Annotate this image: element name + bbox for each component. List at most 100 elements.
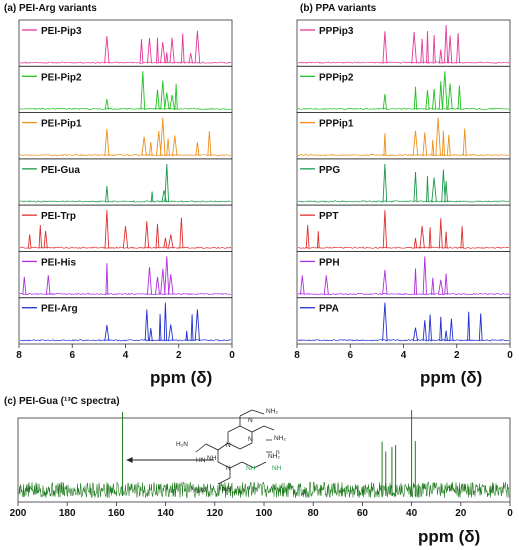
structure-bond-13	[263, 425, 275, 431]
panel-a-x-axis-title: ppm (δ)	[150, 368, 213, 387]
panel-a-title: (a) PEI-Arg variants	[4, 3, 97, 14]
panel-c-xtick-label-180: 180	[59, 508, 76, 519]
panel-b-peak-ppa-8	[478, 313, 483, 342]
structure-bond-17	[241, 461, 255, 469]
panel-b-peak-pph-1	[323, 275, 329, 295]
panel-a-peak-pei-pip1-8	[207, 131, 212, 156]
panel-a-peak-pei-trp-9	[179, 217, 184, 249]
pei-gua-structure-diagram: NH₂ NH₂ NH₂ HN N N N N NH NH NH NH H₂N H₂N n	[176, 408, 286, 494]
panel-b-peak-pppip1-5	[441, 130, 445, 156]
structure-atom-10: NH	[246, 465, 256, 472]
panel-b-peak-pppip3-6	[444, 24, 449, 64]
structure-bond-6	[227, 425, 241, 433]
panel-a-peak-pei-arg-6	[185, 330, 189, 342]
panel-b-peak-pppip1-7	[462, 128, 467, 156]
structure-atom-4: N	[226, 442, 231, 449]
panel-a-peak-pei-pip2-2	[155, 89, 160, 110]
panel-a-baseline-pei-arg	[19, 339, 232, 342]
panel-b-peak-pph-6	[438, 279, 444, 295]
panel-a-peak-pei-arg-0	[104, 324, 110, 342]
panel-a-peak-pei-pip2-1	[140, 71, 146, 110]
structure-bond-7	[239, 425, 253, 433]
structure-atom-3: HN	[196, 457, 206, 464]
panel-b-baseline-pppip3	[298, 61, 510, 64]
structure-atom-14: n	[276, 449, 280, 456]
panel-a-peak-pei-his-5	[160, 268, 166, 295]
panel-c-xtick-label-160: 160	[108, 508, 125, 519]
structure-bond-15	[217, 461, 231, 469]
panel-a-peak-pei-pip1-6	[172, 135, 178, 156]
panel-a-peak-pei-pip3-4	[160, 41, 166, 64]
structure-atom-0: NH₂	[266, 408, 278, 415]
panel-b-peak-pppip2-7	[457, 85, 462, 110]
panel-b-peak-pppip3-5	[438, 49, 443, 64]
panel-a-peak-pei-pip3-7	[180, 33, 185, 64]
panel-a-baseline-pei-gua	[19, 200, 232, 203]
panel-a-peak-pei-gua-2	[161, 190, 167, 203]
panel-c-xtick-label-120: 120	[206, 508, 223, 519]
panel-c-noise-trace	[18, 481, 510, 499]
panel-b-peak-ppa-7	[467, 311, 471, 342]
panel-a-peak-pei-pip3-6	[169, 37, 175, 64]
panel-b-peak-pppip2-1	[413, 86, 418, 110]
panel-b-baseline-ppa	[297, 339, 509, 342]
panel-a-peak-pei-pip1-1	[141, 136, 147, 156]
panel-b-peak-pppip3-1	[411, 31, 417, 64]
panel-a-peak-pei-trp-2	[43, 230, 48, 249]
panel-b-peak-ppt-4	[419, 225, 425, 249]
panel-a-peak-pei-pip3-9	[194, 30, 201, 64]
panel-b-peak-pppip3-0	[382, 31, 388, 64]
panel-b-peak-pppip3-4	[432, 34, 436, 64]
structure-bond-12	[251, 409, 265, 415]
panel-a-peak-pei-gua-0	[105, 185, 109, 203]
panel-a-peak-pei-pip1-3	[155, 130, 162, 156]
panel-a-peak-pei-pip1-7	[195, 142, 200, 156]
panel-b-peak-ppt-2	[382, 210, 388, 249]
panel-a-peak-pei-trp-3	[104, 210, 110, 249]
panel-b-peak-pppip2-2	[425, 90, 430, 110]
panel-a-peak-pei-pip1-2	[148, 141, 153, 156]
panel-a-peak-pei-arg-1	[144, 309, 149, 342]
panel-a-series-label-pei-trp: PEI-Trp	[41, 211, 76, 222]
panel-a-peak-pei-pip3-1	[139, 39, 144, 64]
structure-arrow-head	[126, 457, 133, 463]
panel-a-xtick-label-0: 0	[229, 350, 235, 361]
panel-b-peak-ppg-4	[441, 169, 446, 203]
panel-b-peak-ppt-7	[444, 231, 448, 249]
panel-a-series-label-pei-pip3: PEI-Pip3	[41, 26, 82, 37]
structure-atom-2: NH₂	[268, 453, 280, 460]
panel-a-peak-pei-trp-7	[163, 237, 168, 249]
structure-bond-1	[205, 443, 219, 451]
panel-c-frame	[17, 417, 511, 503]
panel-c-xtick-label-200: 200	[10, 508, 27, 519]
structure-atom-13: H₂N	[194, 487, 206, 494]
panel-b-peak-ppg-2	[426, 176, 429, 203]
panel-b-peak-ppg-0	[382, 163, 388, 203]
structure-bond-2	[217, 442, 229, 451]
panel-b-peak-pppip1-4	[435, 117, 441, 156]
panel-b-series-label-ppt: PPT	[319, 211, 338, 222]
panel-b-peak-pph-2	[382, 269, 388, 295]
panel-b-peak-ppg-1	[413, 171, 418, 203]
panel-a-peak-pei-arg-5	[168, 324, 174, 342]
panel-b-series-label-pppip3: PPPip3	[319, 26, 354, 37]
panel-b-peak-pppip3-3	[426, 31, 429, 64]
panel-c-title: (c) PEI-Gua (¹³C spectra)	[4, 396, 120, 407]
panel-a-peak-pei-trp-1	[38, 225, 43, 249]
panel-b-peak-ppa-6	[449, 318, 454, 342]
panel-b-peak-ppg-5	[444, 181, 448, 203]
structure-bond-3	[227, 442, 241, 450]
structure-bond-4	[239, 442, 253, 450]
panel-b-peak-pph-4	[422, 256, 427, 295]
panel-a-peak-pei-arg-4	[163, 302, 168, 342]
panel-b-peak-ppa-0	[382, 302, 388, 342]
panel-b-peak-pph-7	[444, 273, 448, 295]
structure-bond-0	[195, 443, 207, 453]
panel-a-peak-pei-pip3-5	[165, 52, 169, 64]
panel-b-peak-pppip2-5	[441, 71, 448, 110]
panel-a-peak-pei-arg-7	[190, 314, 194, 342]
panel-c-xtick-label-60: 60	[357, 508, 369, 519]
panel-b-series-label-pph: PPH	[319, 257, 340, 268]
panel-a-peak-pei-pip3-3	[156, 37, 159, 64]
